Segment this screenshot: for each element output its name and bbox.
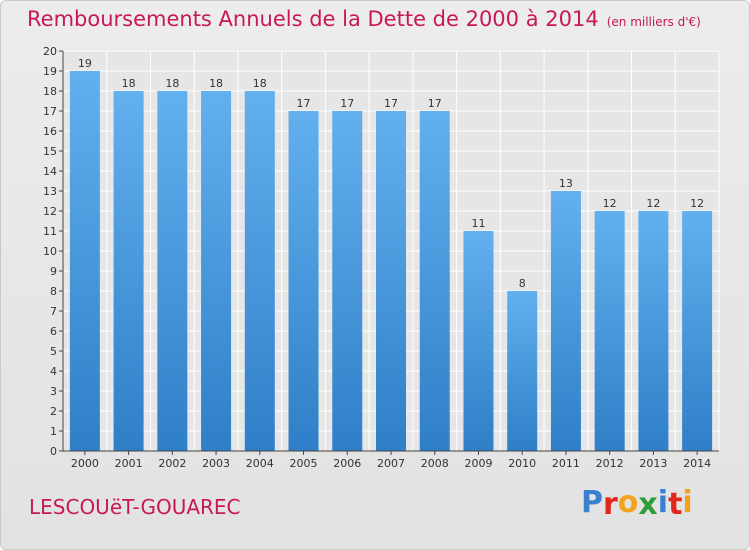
value-label-2014: 12 <box>690 197 704 210</box>
value-label-2011: 13 <box>559 177 573 190</box>
y-tick-label: 19 <box>43 65 57 78</box>
chart-title: Remboursements Annuels de la Dette de 20… <box>27 7 701 31</box>
x-tick-label-2005: 2005 <box>290 457 318 470</box>
value-label-2005: 17 <box>297 97 311 110</box>
x-tick-label-2003: 2003 <box>202 457 230 470</box>
y-tick-label: 15 <box>43 145 57 158</box>
bar-2011 <box>550 191 581 451</box>
logo-letter: x <box>638 487 658 522</box>
y-tick-label: 7 <box>50 305 57 318</box>
y-tick-label: 17 <box>43 105 57 118</box>
x-tick-label-2009: 2009 <box>464 457 492 470</box>
y-tick-label: 3 <box>50 385 57 398</box>
x-tick-label-2011: 2011 <box>552 457 580 470</box>
logo-letter: r <box>603 487 618 522</box>
x-tick-label-2012: 2012 <box>596 457 624 470</box>
value-label-2008: 17 <box>428 97 442 110</box>
value-label-2009: 11 <box>471 217 485 230</box>
x-tick-label-2008: 2008 <box>421 457 449 470</box>
value-label-2010: 8 <box>519 277 526 290</box>
value-label-2012: 12 <box>603 197 617 210</box>
value-label-2007: 17 <box>384 97 398 110</box>
x-tick-label-2000: 2000 <box>71 457 99 470</box>
bars: 19 18 18 18 18 17 17 17 17 11 8 13 12 12 12 <box>69 57 713 451</box>
y-tick-label: 10 <box>43 245 57 258</box>
y-tick-label: 5 <box>50 345 57 358</box>
y-tick-label: 9 <box>50 265 57 278</box>
x-tick-label-2006: 2006 <box>333 457 361 470</box>
bar-2013 <box>638 211 669 451</box>
y-tick-label: 6 <box>50 325 57 338</box>
bar-2000 <box>69 71 100 451</box>
y-tick-label: 8 <box>50 285 57 298</box>
x-tick-label-2002: 2002 <box>158 457 186 470</box>
logo-letter: i <box>657 485 669 520</box>
commune-name: LESCOUëT-GOUAREC <box>29 495 241 519</box>
value-label-2013: 12 <box>646 197 660 210</box>
value-label-2004: 18 <box>253 77 267 90</box>
y-tick-label: 18 <box>43 85 57 98</box>
value-label-2000: 19 <box>78 57 92 70</box>
bar-2014 <box>682 211 713 451</box>
y-tick-label: 2 <box>50 405 57 418</box>
bar-2005 <box>288 111 319 451</box>
value-label-2006: 17 <box>340 97 354 110</box>
x-tick-label-2013: 2013 <box>639 457 667 470</box>
logo-letter: o <box>617 485 639 520</box>
x-tick-label-2004: 2004 <box>246 457 274 470</box>
chart-unit: (en milliers d'€) <box>606 15 701 29</box>
x-tick-label-2001: 2001 <box>115 457 143 470</box>
chart-title-text: Remboursements Annuels de la Dette de 20… <box>27 7 599 31</box>
bar-2008 <box>419 111 450 451</box>
logo-letter: i <box>682 485 693 520</box>
y-tick-label: 13 <box>43 185 57 198</box>
proxiti-logo: Proxiti <box>581 485 693 522</box>
value-label-2003: 18 <box>209 77 223 90</box>
y-tick-label: 20 <box>43 45 57 58</box>
y-tick-label: 0 <box>50 445 57 458</box>
y-tick-label: 11 <box>43 225 57 238</box>
y-tick-label: 1 <box>50 425 57 438</box>
logo-letter: t <box>668 487 683 522</box>
value-label-2002: 18 <box>165 77 179 90</box>
logo-letter: P <box>581 485 603 520</box>
bar-2002 <box>157 91 188 451</box>
x-tick-label-2014: 2014 <box>683 457 711 470</box>
bar-2009 <box>463 231 494 451</box>
y-tick-label: 16 <box>43 125 57 138</box>
bar-2010 <box>507 291 538 451</box>
y-tick-label: 14 <box>43 165 57 178</box>
value-label-2001: 18 <box>122 77 136 90</box>
bar-2003 <box>201 91 232 451</box>
bar-2004 <box>244 91 275 451</box>
x-tick-label-2010: 2010 <box>508 457 536 470</box>
bar-2006 <box>332 111 363 451</box>
y-tick-label: 12 <box>43 205 57 218</box>
y-tick-label: 4 <box>50 365 57 378</box>
bar-2007 <box>376 111 406 451</box>
bar-2001 <box>113 91 144 451</box>
x-tick-label-2007: 2007 <box>377 457 405 470</box>
bar-2012 <box>594 211 625 451</box>
